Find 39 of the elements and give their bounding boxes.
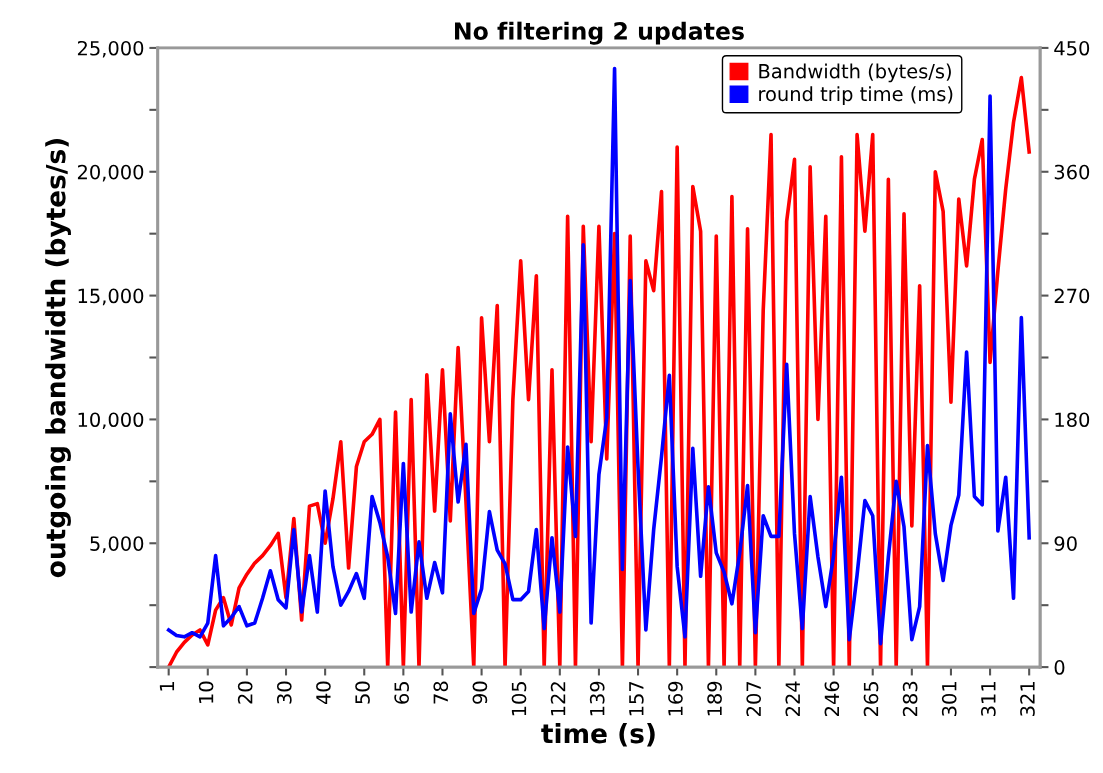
x-tick-label: 30 [276,681,292,704]
x-tick-label: 65 [394,681,409,704]
legend-label: round trip time (ms) [759,86,953,106]
y-tick-label: 10,000 [78,412,144,430]
y-tick-label: 25,000 [77,40,144,58]
x-tick-label: 189 [707,681,722,716]
y2-tick-label: 180 [1055,412,1090,428]
x-tick-label: 301 [941,682,957,716]
x-tick-label: 157 [629,681,644,716]
x-tick-label: 169 [668,681,683,716]
x-tick-label: 246 [824,681,840,716]
y-tick-label: 15,000 [78,288,144,306]
x-tick-label: 78 [433,681,449,704]
x-tick-label: 283 [902,681,918,716]
y-axis-title: outgoing bandwidth (bytes/s) [45,139,71,578]
x-tick-label: 40 [316,681,331,705]
x-tick-label: 224 [785,681,800,716]
y2-tick-label: 450 [1054,40,1090,56]
x-tick-label: 311 [981,682,996,716]
x-tick-label: 265 [863,681,879,716]
y-tick-label: 20,000 [77,164,144,182]
legend-label: Bandwidth (bytes/s) [759,63,951,83]
x-tick-label: 105 [511,681,527,716]
x-tick-label: 90 [472,681,488,704]
x-tick-label: 1 [159,682,175,691]
x-tick-label: 50 [355,681,370,704]
x-axis-title: time (s) [541,722,655,747]
x-tick-label: 139 [589,681,605,716]
x-tick-label: 122 [550,682,566,716]
y-tick-label: 5,000 [90,536,144,553]
y2-tick-label: 270 [1054,288,1090,304]
y2-tick-label: 90 [1054,536,1077,551]
x-tick-label: 10 [198,681,214,703]
chart-title: No filtering 2 updates [455,21,744,45]
x-tick-label: 20 [237,681,253,704]
x-tick-label: 321 [1020,682,1035,716]
y2-tick-label: 0 [1054,660,1065,675]
x-tick-label: 207 [746,681,762,716]
y2-tick-label: 360 [1054,164,1090,180]
